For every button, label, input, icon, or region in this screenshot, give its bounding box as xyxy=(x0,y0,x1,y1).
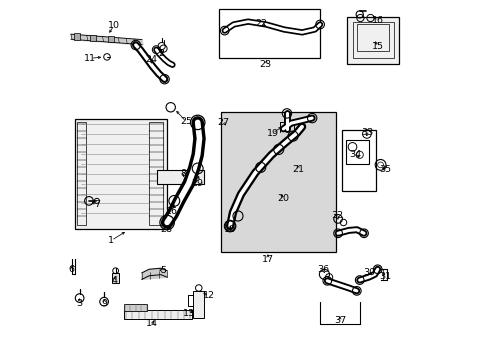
Text: 6: 6 xyxy=(68,265,75,274)
Text: 14: 14 xyxy=(145,320,157,328)
Bar xyxy=(90,35,96,41)
Text: 20: 20 xyxy=(277,194,289,202)
Bar xyxy=(157,170,204,184)
Text: 10: 10 xyxy=(108,21,120,30)
Text: 7: 7 xyxy=(94,200,101,209)
Bar xyxy=(341,130,375,191)
Text: 16: 16 xyxy=(372,16,384,25)
Bar xyxy=(75,119,167,229)
Text: 15: 15 xyxy=(372,42,384,51)
Polygon shape xyxy=(71,34,142,45)
Text: 19: 19 xyxy=(266,129,278,138)
Bar xyxy=(352,22,393,58)
Bar xyxy=(219,9,320,58)
Text: 1: 1 xyxy=(108,236,114,245)
Bar xyxy=(346,17,399,64)
Bar xyxy=(112,273,119,283)
Bar xyxy=(74,33,80,40)
Text: 29: 29 xyxy=(191,179,203,188)
Bar xyxy=(221,112,336,252)
Text: 35: 35 xyxy=(378,165,390,174)
Text: 18: 18 xyxy=(224,225,236,234)
Text: 3: 3 xyxy=(76,299,82,307)
Bar xyxy=(123,304,147,311)
Text: 24: 24 xyxy=(145,55,157,64)
Bar xyxy=(356,24,388,51)
Text: 2: 2 xyxy=(159,49,164,58)
Text: 4: 4 xyxy=(111,276,117,284)
Text: 13: 13 xyxy=(182,310,194,319)
Text: 33: 33 xyxy=(360,128,372,137)
Bar xyxy=(346,140,368,164)
Text: 32: 32 xyxy=(331,211,343,220)
Text: 12: 12 xyxy=(203,291,215,300)
Text: 26: 26 xyxy=(165,207,178,216)
Text: 30: 30 xyxy=(363,269,375,277)
Text: 21: 21 xyxy=(292,165,304,174)
Text: 27: 27 xyxy=(217,118,229,127)
Text: 22: 22 xyxy=(255,19,267,28)
Text: 36: 36 xyxy=(316,266,328,274)
Bar xyxy=(149,122,163,225)
Bar xyxy=(123,310,192,319)
Text: 5: 5 xyxy=(160,266,166,275)
Polygon shape xyxy=(142,268,167,279)
Text: 28: 28 xyxy=(160,225,172,234)
Text: 8: 8 xyxy=(180,169,186,178)
Text: 34: 34 xyxy=(348,150,361,159)
Text: 31: 31 xyxy=(378,272,390,281)
Text: 25: 25 xyxy=(180,117,192,126)
Text: 23: 23 xyxy=(259,60,271,69)
Bar xyxy=(108,36,114,42)
Text: 37: 37 xyxy=(333,316,345,325)
Text: 11: 11 xyxy=(84,54,96,63)
Text: 17: 17 xyxy=(262,255,273,264)
Bar xyxy=(193,291,204,318)
Text: 9: 9 xyxy=(102,299,107,307)
Bar xyxy=(77,122,86,225)
